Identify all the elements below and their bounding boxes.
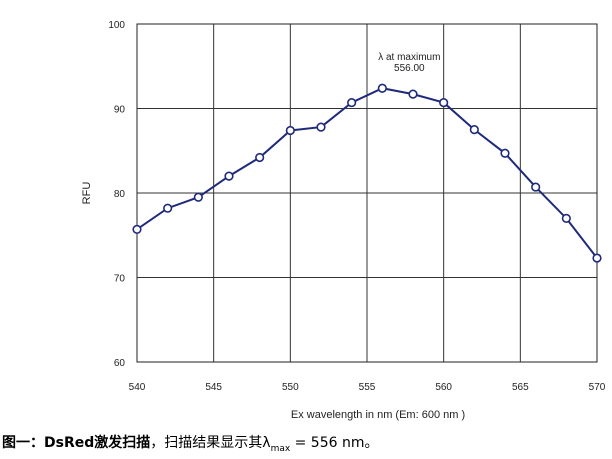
data-point (224, 171, 234, 181)
caption-text: ，扫描结果显示其λ (150, 435, 271, 451)
y-tick-label: 80 (114, 189, 126, 200)
data-point (316, 122, 326, 132)
y-tick-label: 70 (114, 274, 126, 285)
x-tick-label: 560 (435, 382, 452, 393)
y-tick-label: 60 (114, 358, 126, 369)
data-point (439, 97, 449, 108)
data-point (255, 152, 265, 163)
x-tick-label: 555 (359, 382, 376, 393)
y-axis-label: RFU (81, 182, 93, 205)
series-line (136, 87, 598, 259)
figure-caption: 图一：DsRed激发扫描，扫描结果显示其λmax = 556 nm。 (2, 432, 379, 454)
max-annotation-label: λ at maximum (378, 52, 440, 63)
caption-title: 图一：DsRed激发扫描 (2, 435, 151, 451)
x-tick-label: 550 (282, 382, 299, 393)
data-point (163, 203, 173, 213)
y-axis-ticks: 60 70 80 90 100 (108, 20, 125, 369)
data-point (347, 97, 357, 108)
data-point (193, 192, 203, 202)
x-axis-ticks: 540 545 550 555 560 565 570 (129, 382, 606, 393)
max-annotation-value: 556.00 (394, 63, 425, 74)
data-point (285, 125, 295, 136)
data-point (469, 125, 479, 135)
plot-frame (136, 23, 598, 363)
excitation-scan-chart: 60 70 80 90 100 540 545 550 555 560 565 570 RFU Ex… (81, 20, 606, 421)
x-tick-label: 565 (512, 382, 529, 393)
caption-tail: = 556 nm。 (290, 435, 379, 451)
data-point (377, 83, 387, 93)
data-point (592, 253, 602, 263)
x-tick-label: 545 (205, 382, 222, 393)
data-series (132, 83, 602, 263)
x-tick-label: 540 (129, 382, 146, 393)
y-tick-label: 100 (108, 20, 125, 31)
x-axis-label: Ex wavelength in nm (Em: 600 nm ) (291, 409, 465, 421)
data-point (132, 224, 142, 234)
caption-subscript: max (270, 443, 291, 454)
data-point (408, 89, 418, 99)
data-point (531, 182, 541, 192)
data-point (500, 148, 510, 158)
y-tick-label: 90 (114, 105, 126, 116)
x-tick-label: 570 (589, 382, 606, 393)
data-point (561, 213, 571, 223)
